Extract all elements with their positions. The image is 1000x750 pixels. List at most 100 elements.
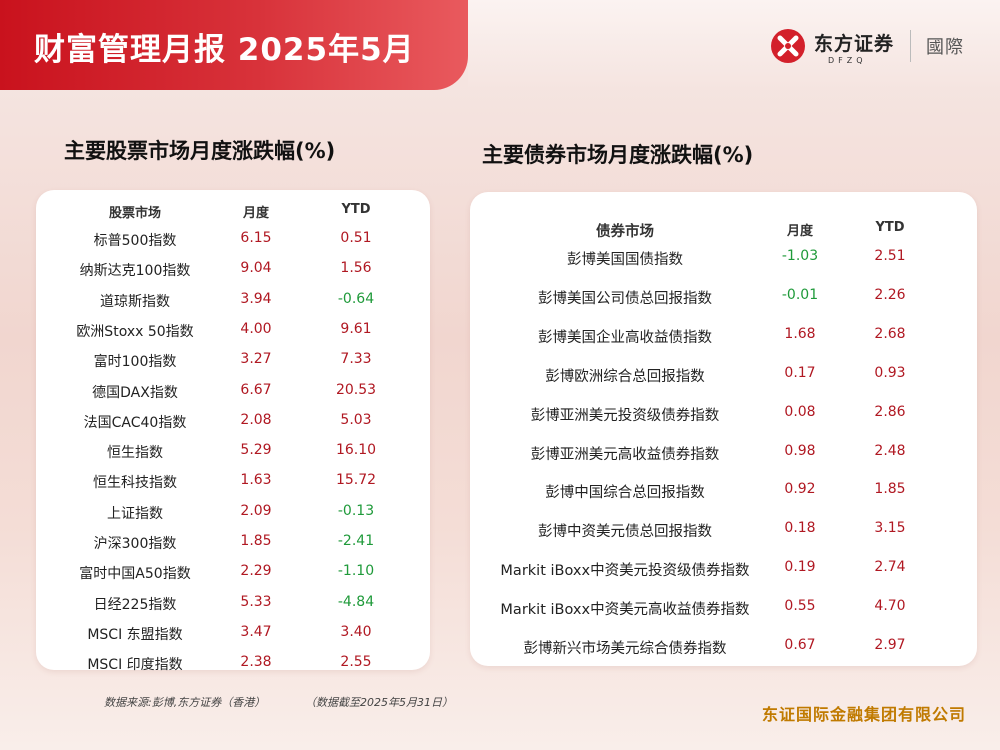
table-row: 彭博中国综合总回报指数 0.92 1.85	[470, 481, 977, 507]
bond-table-header: 债券市场 月度 YTD	[470, 220, 977, 246]
table-row: 富时100指数 3.27 7.33	[36, 351, 430, 377]
bond-table: 债券市场 月度 YTD 彭博美国国债指数 -1.03 2.51 彭博美国公司债总回报指…	[470, 192, 977, 666]
month-value: 0.98	[784, 442, 816, 459]
ytd-value: 16.10	[335, 442, 377, 459]
column-header-month: 月度	[786, 224, 813, 239]
ytd-value: -2.41	[337, 533, 375, 549]
ytd-value: 5.03	[340, 411, 372, 428]
table-row: 纳斯达克100指数 9.04 1.56	[36, 260, 430, 286]
month-value: 1.85	[240, 533, 272, 549]
table-row: 法国CAC40指数 2.08 5.03	[36, 412, 430, 438]
column-header-month: 月度	[242, 206, 269, 221]
table-row: 彭博美国国债指数 -1.03 2.51	[470, 248, 977, 274]
ytd-value: 3.15	[874, 520, 906, 537]
month-value: 9.04	[240, 260, 272, 277]
data-source-note: 数据来源:彭博,东方证券（香港）	[104, 696, 266, 709]
market-name: 法国CAC40指数	[83, 414, 187, 431]
month-value: 0.67	[784, 637, 816, 653]
month-value: 3.27	[240, 351, 272, 368]
month-value: 0.17	[784, 364, 816, 381]
table-row: MSCI 印度指数 2.38 2.55	[36, 654, 430, 680]
bond-section-title: 主要债券市场月度涨跌幅(%)	[482, 143, 754, 167]
table-row: Markit iBoxx中资美元投资级债券指数 0.19 2.74	[470, 559, 977, 585]
market-name: 上证指数	[107, 505, 163, 522]
market-name: 彭博美国国债指数	[567, 252, 683, 268]
market-name: 彭博美国公司债总回报指数	[538, 290, 712, 307]
ytd-value: 2.48	[874, 442, 906, 459]
table-row: 彭博亚洲美元投资级债券指数 0.08 2.86	[470, 404, 977, 430]
ytd-value: 0.93	[874, 364, 906, 381]
company-logo: 东方证券 DFZQ 國際	[770, 24, 980, 72]
report-title: 财富管理月报 2025年5月	[34, 32, 415, 68]
table-row: 上证指数 2.09 -0.13	[36, 503, 430, 529]
column-header-ytd: YTD	[341, 202, 371, 217]
ytd-value: -0.13	[337, 502, 375, 519]
month-value: 6.67	[240, 381, 272, 398]
table-row: 彭博美国公司债总回报指数 -0.01 2.26	[470, 287, 977, 313]
ytd-value: 2.86	[874, 403, 906, 420]
data-date-note: （数据截至2025年5月31日）	[305, 696, 453, 709]
table-row: 彭博新兴市场美元综合债券指数 0.67 2.97	[470, 637, 977, 663]
table-row: 欧洲Stoxx 50指数 4.00 9.61	[36, 321, 430, 347]
month-value: 5.29	[240, 442, 272, 459]
table-row: 标普500指数 6.15 0.51	[36, 230, 430, 256]
month-value: -1.03	[781, 248, 819, 264]
month-value: 3.94	[240, 290, 272, 307]
company-name: 东证国际金融集团有限公司	[761, 705, 966, 724]
ytd-value: 3.40	[340, 623, 372, 640]
table-row: 彭博美国企业高收益债指数 1.68 2.68	[470, 326, 977, 352]
market-name: 彭博中国综合总回报指数	[545, 485, 705, 502]
month-value: 2.29	[240, 563, 272, 580]
ytd-value: 2.68	[874, 325, 906, 342]
equity-table-header: 股票市场 月度 YTD	[36, 202, 430, 228]
table-row: MSCI 东盟指数 3.47 3.40	[36, 624, 430, 650]
market-name: 富时100指数	[93, 354, 177, 371]
column-header-market: 股票市场	[108, 206, 161, 221]
month-value: 0.18	[784, 520, 816, 537]
ytd-value: 4.70	[874, 598, 906, 615]
market-name: 恒生科技指数	[93, 475, 177, 492]
ytd-value: -0.64	[337, 290, 375, 307]
ytd-value: 2.74	[874, 559, 906, 576]
ytd-value: 9.61	[340, 320, 372, 337]
market-name: 彭博亚洲美元投资级债券指数	[530, 407, 720, 424]
month-value: 4.00	[240, 320, 272, 337]
header-banner: 财富管理月报 2025年5月	[0, 0, 468, 90]
market-name: 欧洲Stoxx 50指数	[76, 323, 194, 340]
market-name: 彭博新兴市场美元综合债券指数	[523, 641, 727, 657]
ytd-value: 1.85	[874, 481, 906, 498]
ytd-value: -4.84	[337, 593, 375, 610]
market-name: 纳斯达克100指数	[79, 263, 191, 280]
ytd-value: 2.51	[874, 248, 906, 264]
month-value: 0.92	[784, 481, 816, 498]
logo-name: 东方证券	[814, 33, 895, 55]
ytd-value: 0.51	[340, 230, 372, 246]
month-value: 0.19	[784, 559, 816, 576]
logo-subtitle: DFZQ	[828, 56, 867, 65]
ytd-value: 7.33	[340, 351, 372, 368]
header-bar	[468, 0, 1000, 90]
month-value: 2.38	[240, 654, 272, 671]
table-row: 沪深300指数 1.85 -2.41	[36, 533, 430, 559]
market-name: 彭博欧洲综合总回报指数	[545, 368, 705, 385]
table-row: 彭博欧洲综合总回报指数 0.17 0.93	[470, 365, 977, 391]
table-row: Markit iBoxx中资美元高收益债券指数 0.55 4.70	[470, 598, 977, 624]
table-row: 德国DAX指数 6.67 20.53	[36, 382, 430, 408]
logo-region: 國際	[926, 37, 964, 58]
ytd-value: 2.26	[874, 286, 906, 303]
month-value: 0.08	[784, 403, 816, 420]
month-value: 5.33	[240, 593, 272, 610]
month-value: 1.63	[240, 472, 272, 489]
market-name: 彭博美国企业高收益债指数	[538, 329, 712, 346]
market-name: 德国DAX指数	[92, 384, 178, 401]
table-row: 道琼斯指数 3.94 -0.64	[36, 291, 430, 317]
table-row: 恒生科技指数 1.63 15.72	[36, 472, 430, 498]
market-name: 富时中国A50指数	[79, 566, 191, 583]
ytd-value: 2.55	[340, 654, 372, 671]
market-name: MSCI 东盟指数	[87, 626, 183, 643]
market-name: 彭博中资美元债总回报指数	[538, 524, 712, 541]
market-name: 沪深300指数	[93, 536, 177, 552]
ytd-value: -1.10	[337, 563, 375, 580]
column-header-ytd: YTD	[875, 220, 905, 235]
equity-table: 股票市场 月度 YTD 标普500指数 6.15 0.51 纳斯达克100指数 9.04…	[36, 190, 430, 673]
